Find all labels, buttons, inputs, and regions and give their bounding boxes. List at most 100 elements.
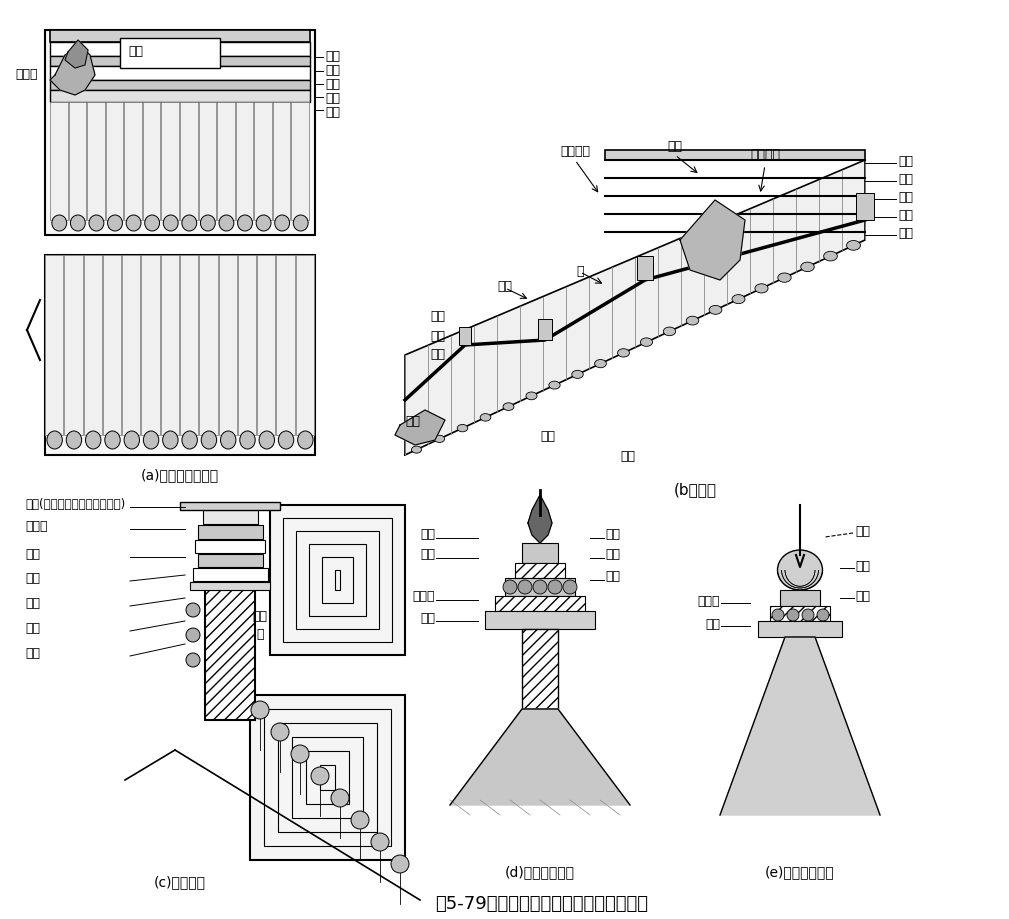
Bar	[780, 590, 820, 606]
Bar	[84, 255, 102, 435]
Bar	[257, 255, 275, 435]
Text: 混磚: 混磚	[898, 209, 913, 222]
Bar	[103, 255, 121, 435]
Circle shape	[371, 833, 389, 851]
Bar	[205, 590, 255, 720]
Bar	[50, 30, 310, 42]
Circle shape	[311, 767, 329, 785]
Ellipse shape	[618, 348, 630, 357]
Bar	[250, 695, 405, 860]
Bar	[292, 102, 309, 220]
Polygon shape	[450, 709, 630, 805]
Bar	[504, 578, 575, 596]
Text: 圭角: 圭角	[430, 348, 445, 361]
Circle shape	[271, 723, 289, 741]
Bar	[788, 637, 812, 697]
Bar	[515, 563, 565, 578]
Ellipse shape	[823, 251, 837, 261]
Text: 盤子: 盤子	[430, 310, 445, 323]
Circle shape	[548, 580, 562, 594]
Circle shape	[251, 701, 269, 719]
Text: 金剛: 金剛	[252, 610, 267, 623]
Ellipse shape	[143, 431, 158, 449]
Text: 隅棟獣後: 隅棟獣後	[750, 148, 780, 161]
Bar	[200, 255, 218, 435]
Ellipse shape	[163, 215, 179, 231]
Text: 胎子磚: 胎子磚	[413, 590, 435, 603]
Bar	[143, 102, 160, 220]
Bar	[292, 737, 363, 818]
Bar	[283, 518, 393, 642]
Bar	[160, 255, 179, 435]
Ellipse shape	[144, 215, 159, 231]
Circle shape	[331, 789, 349, 807]
Ellipse shape	[434, 436, 445, 442]
Circle shape	[351, 811, 369, 829]
Bar	[459, 327, 471, 345]
Circle shape	[802, 609, 814, 621]
Bar	[45, 30, 315, 235]
Bar	[45, 255, 315, 455]
Ellipse shape	[755, 284, 768, 293]
Ellipse shape	[709, 305, 721, 314]
Ellipse shape	[778, 550, 822, 590]
Bar	[199, 102, 216, 220]
Bar	[50, 56, 310, 66]
Circle shape	[291, 745, 309, 763]
Text: 瓦条: 瓦条	[25, 622, 40, 635]
Text: 盆獣: 盆獣	[668, 140, 682, 153]
Text: 獅子: 獅子	[497, 280, 513, 293]
Text: 混磚: 混磚	[605, 548, 620, 561]
Text: 瓦条: 瓦条	[325, 106, 340, 119]
Ellipse shape	[294, 215, 308, 231]
Bar	[309, 544, 366, 616]
Circle shape	[787, 609, 799, 621]
Ellipse shape	[801, 262, 814, 272]
Polygon shape	[720, 637, 880, 815]
Ellipse shape	[298, 431, 313, 449]
Bar	[193, 568, 268, 581]
Bar	[495, 596, 585, 611]
Ellipse shape	[480, 414, 490, 421]
Bar	[161, 102, 179, 220]
Bar	[180, 502, 281, 510]
Bar	[195, 540, 265, 553]
Circle shape	[391, 855, 409, 873]
Text: 当溝: 当溝	[420, 612, 435, 625]
Polygon shape	[395, 410, 445, 445]
Bar	[272, 102, 291, 220]
Ellipse shape	[108, 215, 122, 231]
Text: 当溝: 当溝	[25, 647, 40, 660]
Ellipse shape	[221, 431, 236, 449]
Circle shape	[186, 628, 200, 642]
Circle shape	[563, 580, 577, 594]
Circle shape	[186, 603, 200, 617]
Bar	[219, 255, 237, 435]
Ellipse shape	[86, 431, 101, 449]
Bar	[50, 90, 310, 102]
Ellipse shape	[182, 215, 197, 231]
Circle shape	[533, 580, 547, 594]
Bar	[190, 582, 270, 590]
Text: 瓦条: 瓦条	[620, 450, 635, 463]
Bar	[264, 709, 391, 846]
Ellipse shape	[778, 273, 791, 282]
Bar	[50, 80, 310, 90]
Polygon shape	[50, 45, 95, 95]
Text: 眉子: 眉子	[898, 155, 913, 168]
Bar	[50, 66, 310, 80]
Polygon shape	[680, 200, 745, 280]
Ellipse shape	[126, 215, 141, 231]
Ellipse shape	[67, 431, 82, 449]
Text: (d)隅棟獣後断面: (d)隅棟獣後断面	[504, 865, 575, 879]
Bar	[485, 611, 595, 629]
Ellipse shape	[412, 446, 422, 453]
Ellipse shape	[457, 425, 468, 432]
Ellipse shape	[641, 338, 653, 346]
Bar	[236, 102, 253, 220]
Text: 瓦条: 瓦条	[855, 590, 870, 603]
Ellipse shape	[503, 403, 514, 411]
Ellipse shape	[47, 431, 63, 449]
Ellipse shape	[201, 431, 217, 449]
Bar	[203, 510, 258, 524]
